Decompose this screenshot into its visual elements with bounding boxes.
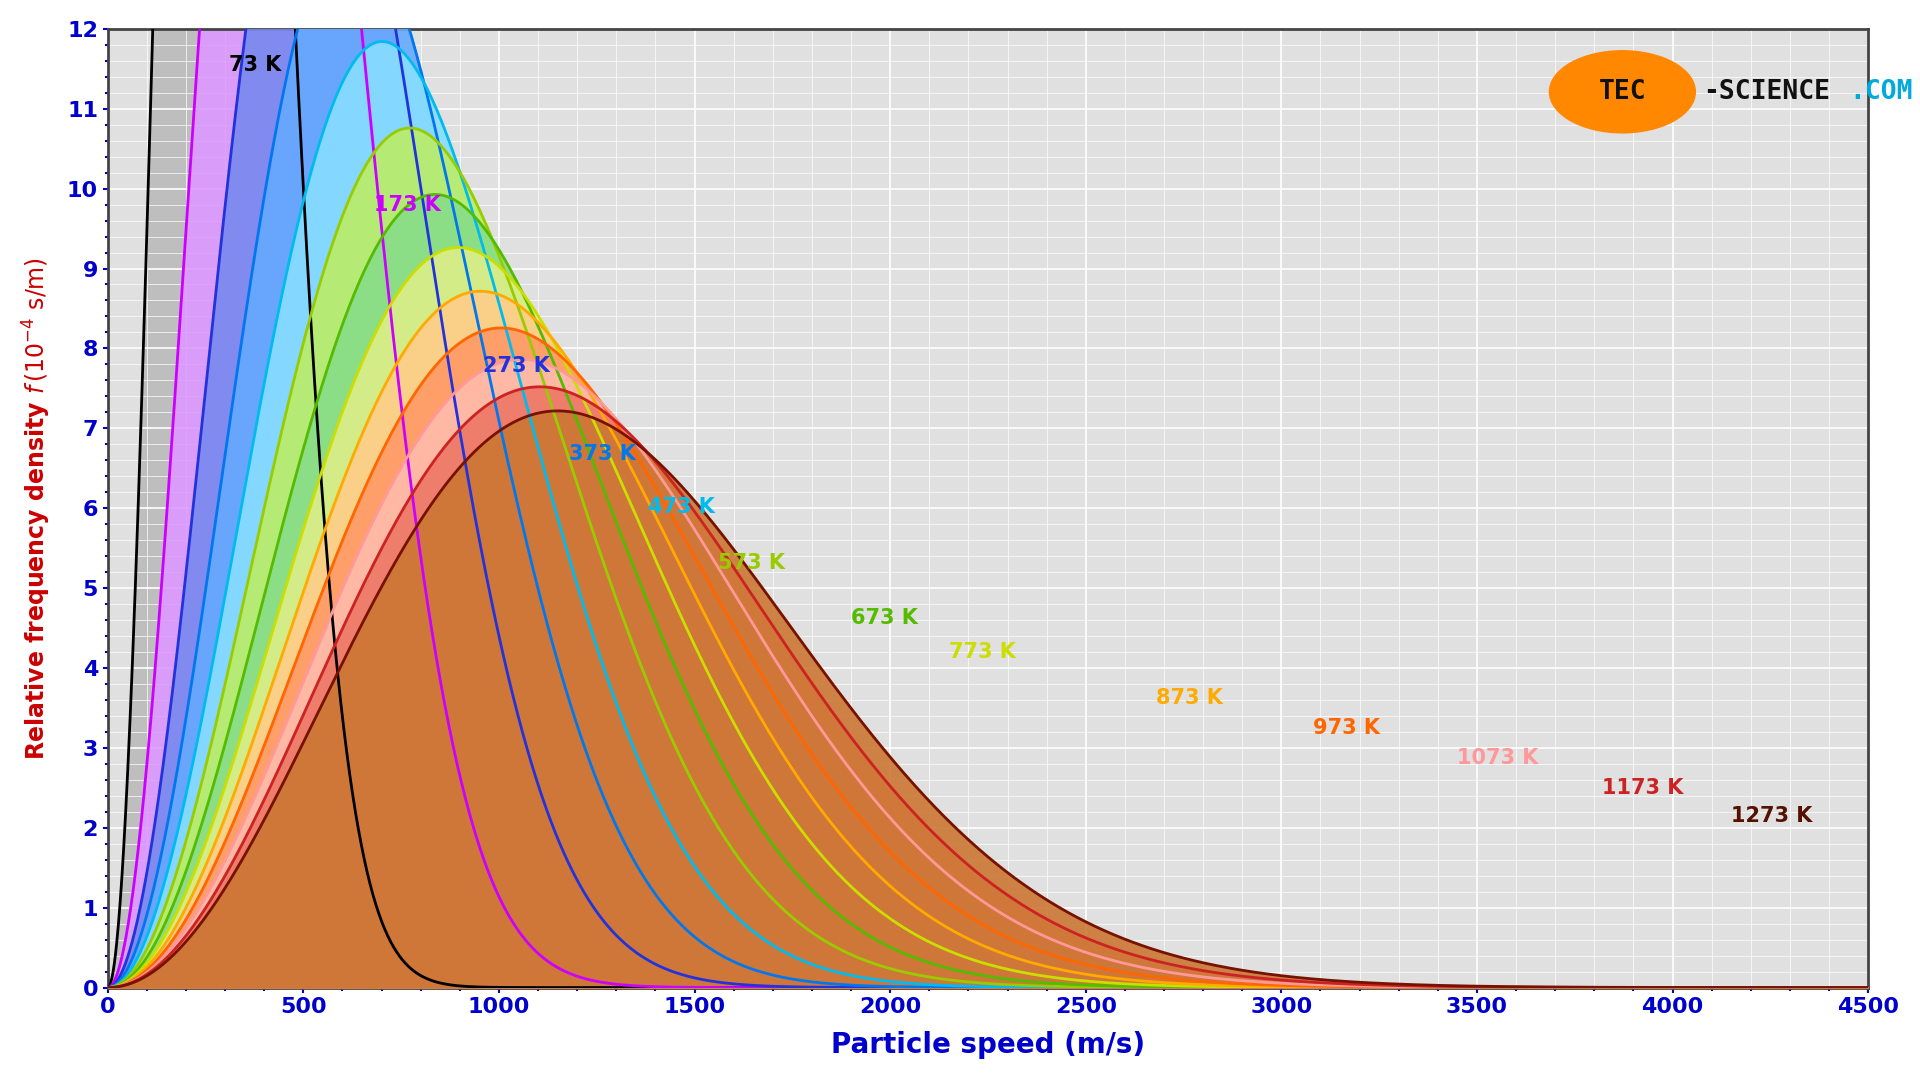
Text: 1173 K: 1173 K (1601, 778, 1684, 798)
Text: 673 K: 673 K (851, 608, 918, 629)
Text: 873 K: 873 K (1156, 688, 1223, 708)
Y-axis label: Relative frequency density $f\,(10^{-4}\ \mathrm{s/m})$: Relative frequency density $f\,(10^{-4}\… (21, 257, 54, 759)
Text: TEC: TEC (1599, 79, 1645, 105)
Text: 973 K: 973 K (1313, 718, 1380, 738)
Text: 773 K: 773 K (948, 642, 1016, 662)
X-axis label: Particle speed (m/s): Particle speed (m/s) (831, 1031, 1144, 1059)
Text: -SCIENCE: -SCIENCE (1703, 79, 1830, 105)
Text: 373 K: 373 K (570, 444, 636, 464)
Text: 1073 K: 1073 K (1457, 748, 1538, 768)
Text: .COM: .COM (1849, 79, 1912, 105)
Text: 473 K: 473 K (647, 497, 714, 516)
Text: 173 K: 173 K (374, 194, 442, 215)
Text: 273 K: 273 K (484, 356, 551, 376)
Text: 1273 K: 1273 K (1732, 806, 1812, 826)
Text: 573 K: 573 K (718, 553, 785, 572)
Text: 73 K: 73 K (228, 55, 282, 75)
